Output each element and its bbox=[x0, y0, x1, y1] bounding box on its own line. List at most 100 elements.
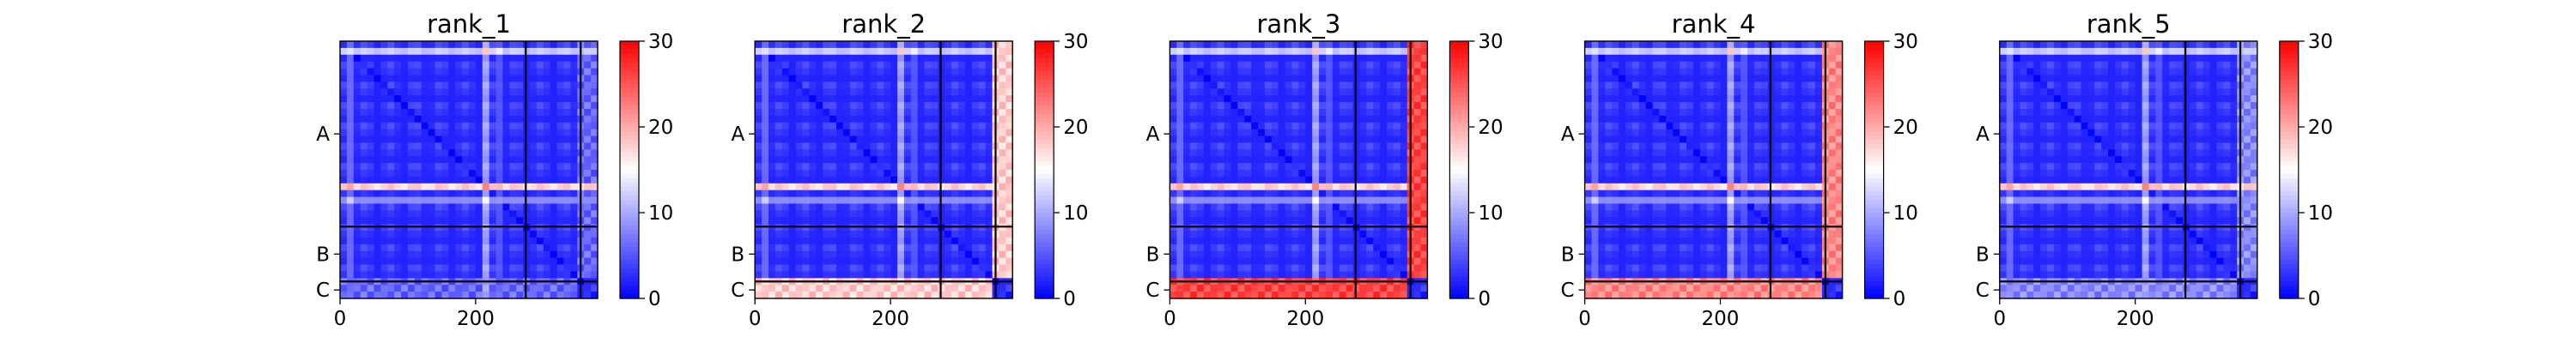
heatmap-cell bbox=[1237, 142, 1245, 150]
heatmap-cell bbox=[543, 170, 551, 178]
heatmap-cell bbox=[1359, 108, 1367, 117]
heatmap-cell bbox=[903, 285, 912, 292]
heatmap-cell bbox=[563, 231, 572, 238]
heatmap-cell bbox=[964, 108, 973, 117]
heatmap-cell bbox=[1271, 231, 1279, 238]
heatmap-cell bbox=[536, 285, 544, 292]
heatmap-cell bbox=[407, 163, 416, 171]
heatmap-cell bbox=[1808, 75, 1816, 82]
heatmap-cell bbox=[414, 41, 422, 49]
heatmap-cell bbox=[1366, 163, 1374, 171]
heatmap-cell bbox=[849, 183, 858, 191]
heatmap-cell bbox=[1170, 88, 1177, 96]
heatmap-cell bbox=[903, 237, 912, 245]
heatmap-cell bbox=[1203, 190, 1212, 198]
heatmap-cell bbox=[1366, 210, 1374, 218]
heatmap-cell bbox=[1298, 264, 1306, 273]
heatmap-cell bbox=[1638, 61, 1647, 69]
heatmap-cell bbox=[346, 257, 355, 266]
heatmap-cell bbox=[1170, 156, 1177, 164]
heatmap-cell bbox=[428, 285, 436, 292]
colorbar-band bbox=[1449, 50, 1469, 55]
heatmap-cell bbox=[495, 183, 504, 191]
heatmap-cell bbox=[1339, 217, 1347, 225]
heatmap-cell bbox=[1319, 183, 1327, 191]
heatmap-cell bbox=[910, 95, 919, 103]
heatmap-cell bbox=[584, 271, 592, 279]
heatmap-cell bbox=[455, 257, 463, 266]
heatmap-cell bbox=[781, 68, 790, 76]
heatmap-cell bbox=[1420, 183, 1428, 191]
heatmap-cell bbox=[999, 142, 1006, 150]
heatmap-cell bbox=[1312, 122, 1320, 130]
heatmap-cell bbox=[1387, 81, 1394, 89]
heatmap-cell bbox=[1387, 142, 1394, 150]
heatmap-cell bbox=[536, 95, 544, 103]
heatmap-cell bbox=[1359, 170, 1367, 178]
heatmap-cell bbox=[931, 149, 939, 157]
heatmap-cell bbox=[896, 183, 905, 191]
heatmap-cell bbox=[755, 115, 762, 123]
heatmap-cell bbox=[856, 156, 865, 164]
x-tick-label: 0 bbox=[334, 308, 347, 330]
heatmap-cell bbox=[469, 122, 477, 130]
heatmap-cell bbox=[448, 108, 456, 117]
heatmap-cell bbox=[1625, 88, 1633, 96]
heatmap-cell bbox=[910, 292, 919, 299]
heatmap-cell bbox=[407, 237, 416, 245]
heatmap-cell bbox=[1747, 68, 1755, 76]
heatmap-cell bbox=[1801, 54, 1809, 63]
heatmap-cell bbox=[1631, 95, 1640, 103]
heatmap-cell bbox=[407, 88, 416, 96]
heatmap-cell bbox=[890, 41, 898, 49]
heatmap-cell bbox=[1380, 217, 1388, 225]
heatmap-cell bbox=[462, 210, 470, 218]
heatmap-cell bbox=[1176, 108, 1184, 117]
heatmap-cell bbox=[1815, 47, 1823, 56]
heatmap-cell bbox=[434, 129, 443, 137]
heatmap-cell bbox=[414, 257, 422, 266]
colorbar-band bbox=[1449, 243, 1469, 248]
heatmap-cell bbox=[964, 54, 973, 63]
heatmap-cell bbox=[910, 250, 919, 259]
heatmap-cell bbox=[1795, 54, 1802, 63]
heatmap-cell bbox=[1305, 196, 1313, 205]
heatmap-cell bbox=[964, 122, 973, 130]
heatmap-cell bbox=[835, 237, 844, 245]
heatmap-cell bbox=[849, 68, 858, 76]
heatmap-cell bbox=[434, 142, 443, 150]
heatmap-cell bbox=[394, 257, 402, 266]
heatmap-cell bbox=[945, 250, 952, 259]
heatmap-cell bbox=[945, 244, 952, 252]
heatmap-cell bbox=[835, 95, 844, 103]
heatmap-cell bbox=[387, 61, 395, 69]
heatmap-cell bbox=[475, 142, 483, 150]
heatmap-cell bbox=[434, 285, 443, 292]
heatmap-cell bbox=[353, 190, 361, 198]
heatmap-cell bbox=[823, 271, 830, 279]
heatmap-cell bbox=[407, 54, 416, 63]
heatmap-cell bbox=[964, 237, 973, 245]
heatmap-cell bbox=[421, 190, 429, 198]
heatmap-cell bbox=[462, 88, 470, 96]
colorbar-band bbox=[620, 157, 639, 162]
heatmap-cell bbox=[816, 88, 823, 96]
heatmap-cell bbox=[1346, 190, 1354, 198]
heatmap-cell bbox=[367, 108, 375, 117]
x-tick-label: 200 bbox=[872, 308, 909, 330]
heatmap-cell bbox=[999, 54, 1006, 63]
heatmap-cell bbox=[591, 135, 598, 144]
heatmap-cell bbox=[1258, 61, 1266, 69]
heatmap-cell bbox=[896, 156, 905, 164]
heatmap-cell bbox=[441, 203, 449, 211]
heatmap-cell bbox=[1652, 47, 1661, 56]
heatmap-cell bbox=[1699, 75, 1708, 82]
heatmap-cell bbox=[1815, 75, 1823, 82]
heatmap-cell bbox=[917, 170, 926, 178]
heatmap-cell bbox=[924, 54, 933, 63]
heatmap-cell bbox=[401, 271, 409, 279]
heatmap-cell bbox=[1183, 264, 1191, 273]
heatmap-cell bbox=[755, 81, 762, 89]
heatmap-cell bbox=[842, 75, 851, 82]
heatmap-cell bbox=[441, 54, 449, 63]
